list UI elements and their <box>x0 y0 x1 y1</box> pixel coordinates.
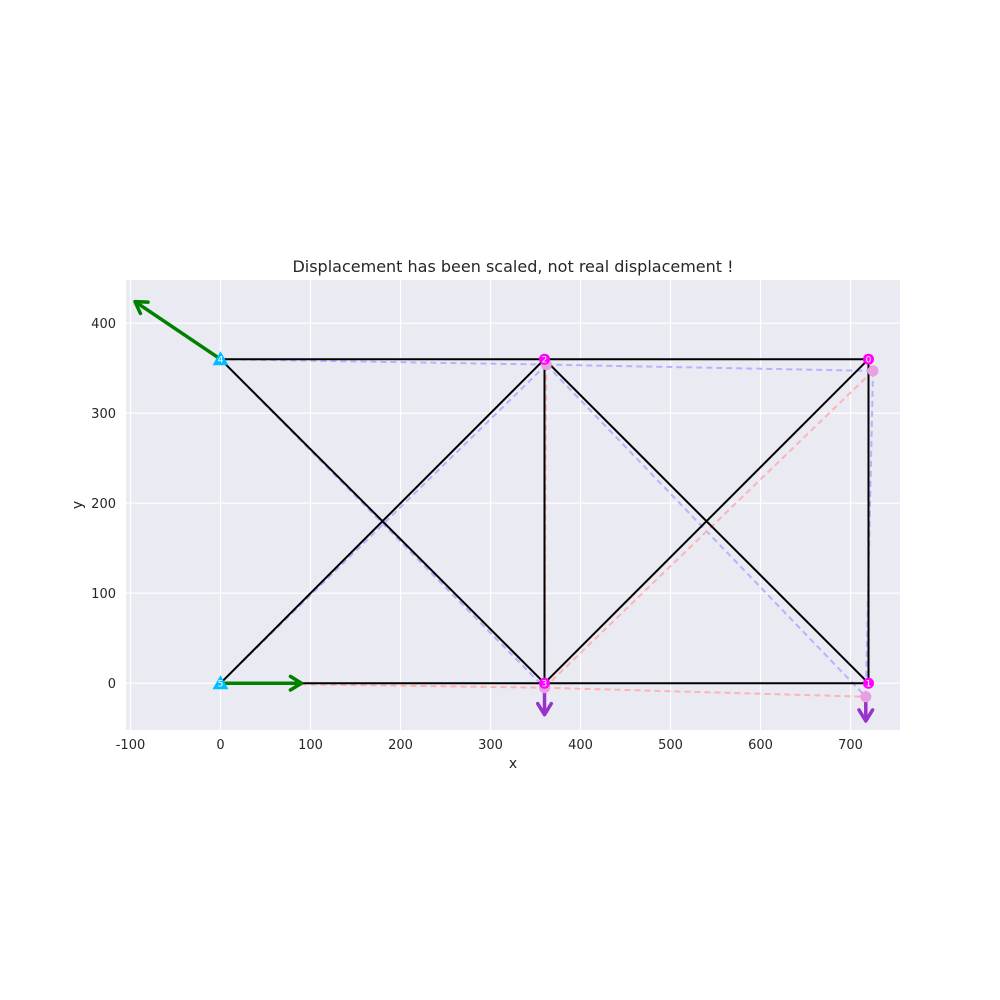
node-id-label: 3 <box>542 680 548 690</box>
node-id-label: 4 <box>218 356 224 366</box>
x-tick-label: 700 <box>838 738 863 753</box>
displaced-member <box>543 370 874 689</box>
y-tick-label: 300 <box>91 407 116 422</box>
free-node-marker <box>539 353 550 365</box>
force-arrows <box>133 299 875 723</box>
arrow-head <box>857 708 875 723</box>
support-node-marker <box>212 351 229 366</box>
tick-labels: -100 0 100 200 300 400 500 600 700 0 100 200 300 400 <box>91 317 863 753</box>
y-tick-label: 400 <box>91 317 116 332</box>
free-node-marker <box>863 353 874 365</box>
displaced-node-marker <box>867 365 879 377</box>
displaced-member <box>219 358 546 689</box>
x-tick-label: -100 <box>116 738 146 753</box>
y-axis-label: y <box>70 501 86 509</box>
arrow-head <box>535 701 554 717</box>
x-tick-label: 100 <box>298 738 323 753</box>
x-tick-label: 600 <box>748 738 773 753</box>
x-tick-label: 400 <box>568 738 593 753</box>
arrow-head <box>288 674 304 692</box>
y-tick-label: 200 <box>91 497 116 512</box>
node-id-label: 1 <box>866 680 872 690</box>
x-tick-label: 300 <box>478 738 503 753</box>
y-tick-label: 0 <box>108 677 116 692</box>
y-tick-label: 100 <box>91 587 116 602</box>
x-axis-label: x <box>509 756 517 772</box>
arrow-head <box>133 299 150 316</box>
node-id-label: 0 <box>866 356 872 366</box>
chart-title: Displacement has been scaled, not real d… <box>292 257 733 276</box>
free-node-marker <box>539 677 550 689</box>
support-node-marker <box>212 675 229 690</box>
x-tick-label: 200 <box>388 738 413 753</box>
x-tick-label: 0 <box>216 738 224 753</box>
node-id-label: 5 <box>218 680 224 690</box>
reaction-arrow <box>134 300 222 361</box>
displaced-node-marker <box>860 691 872 703</box>
truss-members <box>219 358 870 685</box>
x-tick-label: 500 <box>658 738 683 753</box>
displaced-member <box>544 686 866 698</box>
free-node-marker <box>863 677 874 689</box>
displaced-member <box>546 363 874 372</box>
truss-member <box>219 358 546 684</box>
truss-member <box>543 358 870 684</box>
node-id-label: 2 <box>542 356 548 366</box>
truss-nodes: 0 1 2 3 4 5 <box>212 351 879 703</box>
